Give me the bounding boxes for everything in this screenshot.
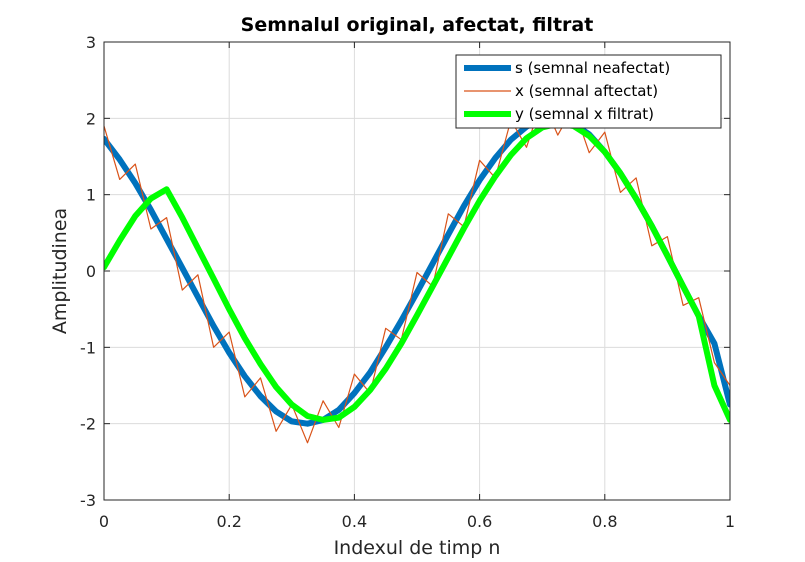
legend-entry: y (semnal x filtrat) — [515, 105, 654, 123]
y-tick-label: -3 — [80, 491, 96, 510]
chart-title: Semnalul original, afectat, filtrat — [241, 14, 594, 36]
y-tick-label: 2 — [86, 109, 96, 128]
x-tick-label: 0.2 — [216, 512, 241, 531]
y-tick-label: -2 — [80, 415, 96, 434]
legend-entry: x (semnal aftectat) — [515, 82, 658, 100]
y-tick-label: 1 — [86, 186, 96, 205]
y-tick-label: -1 — [80, 338, 96, 357]
series-line-y — [104, 120, 730, 423]
x-axis-label: Indexul de timp n — [334, 537, 501, 559]
y-tick-label: 0 — [86, 262, 96, 281]
legend: s (semnal neafectat) x (semnal aftectat) y… — [455, 54, 722, 129]
axis-ticks: 0 0.2 0.4 0.6 0.8 1 -3 -2 -1 0 1 2 3 — [80, 33, 735, 531]
x-tick-label: 0.8 — [592, 512, 617, 531]
x-tick-label: 1 — [725, 512, 735, 531]
legend-entry: s (semnal neafectat) — [515, 59, 670, 77]
series-line-x — [104, 98, 730, 444]
x-tick-label: 0 — [99, 512, 109, 531]
plot-series — [104, 98, 730, 444]
y-tick-label: 3 — [86, 33, 96, 52]
x-tick-label: 0.4 — [342, 512, 367, 531]
grid-lines — [103, 41, 731, 501]
y-axis-label: Amplitudinea — [49, 208, 71, 334]
x-tick-label: 0.6 — [467, 512, 492, 531]
